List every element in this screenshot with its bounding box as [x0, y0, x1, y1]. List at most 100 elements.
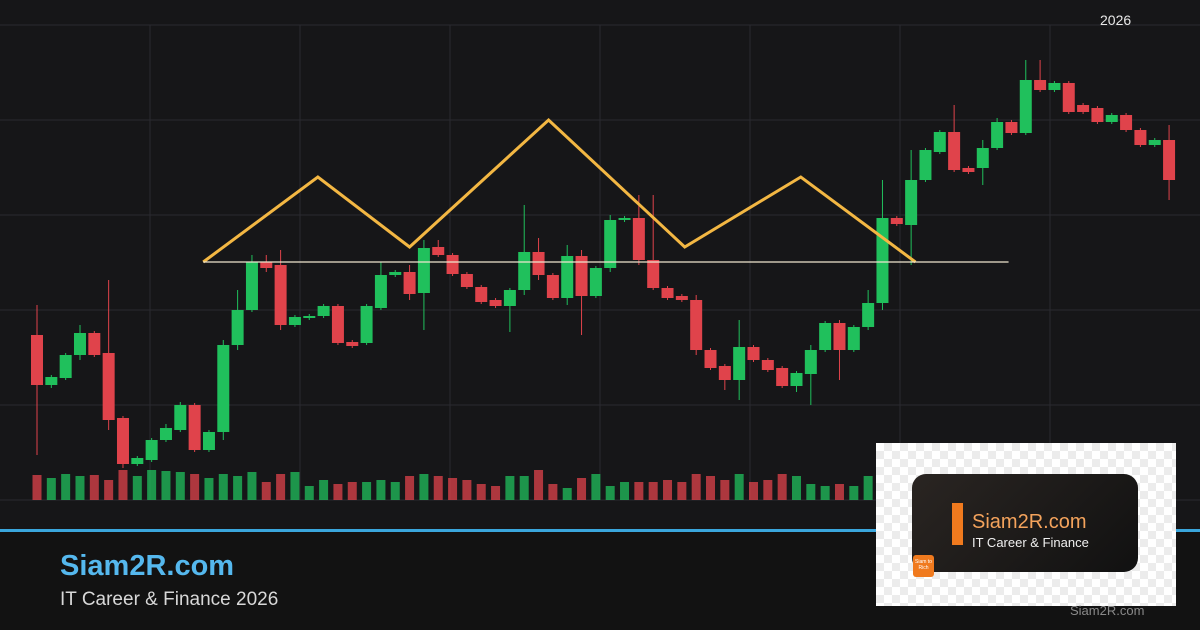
candle-body — [1120, 115, 1133, 130]
volume-bar — [820, 486, 830, 500]
volume-bar — [519, 476, 529, 500]
volume-bar — [362, 482, 372, 500]
candle-body — [546, 275, 559, 298]
volume-bar — [89, 475, 99, 500]
volume-bar — [663, 480, 673, 500]
candle-body — [288, 317, 301, 325]
brand-subtitle: IT Career & Finance 2026 — [60, 589, 279, 610]
volume-bar — [75, 476, 85, 500]
candle-body — [45, 377, 58, 385]
volume-bar — [147, 470, 157, 500]
candle-body — [575, 256, 588, 296]
volume-bar — [734, 474, 744, 500]
candle-body — [1062, 83, 1075, 112]
candle-body — [116, 418, 129, 464]
candle-body — [346, 342, 359, 346]
volume-bar — [505, 476, 515, 500]
volume-bar — [319, 480, 329, 500]
candle-body — [647, 260, 660, 288]
candle-body — [73, 333, 86, 355]
logo-badge: Siam to Rich — [913, 555, 934, 577]
candle-body — [1019, 80, 1032, 133]
candle-body — [518, 252, 531, 290]
brand-title: Siam2R.com — [60, 550, 235, 582]
volume-bar — [104, 480, 114, 500]
candle-body — [303, 316, 316, 318]
volume-bar — [491, 486, 501, 500]
volume-bar — [476, 484, 486, 500]
candle-body — [475, 287, 488, 302]
volume-bar — [290, 472, 300, 500]
candle-body — [1105, 115, 1118, 122]
candle-body — [733, 347, 746, 380]
volume-bar — [749, 482, 758, 500]
volume-bar — [548, 484, 558, 500]
volume-bar — [261, 482, 271, 500]
volume-bar — [763, 480, 773, 500]
logo-title: Siam2R.com — [972, 511, 1087, 533]
candle-body — [847, 327, 860, 350]
volume-bar — [118, 470, 128, 500]
volume-bar — [46, 478, 56, 500]
divider — [0, 529, 1200, 532]
volume-bar — [691, 474, 701, 500]
candle-body — [962, 168, 975, 172]
candle-body — [776, 368, 789, 386]
volume-bar — [863, 476, 873, 500]
volume-bar — [161, 471, 171, 500]
volume-bar — [304, 486, 314, 500]
volume-bar — [448, 478, 458, 500]
candle-body — [174, 405, 187, 430]
candle-body — [618, 218, 631, 220]
pattern-line — [202, 117, 917, 264]
candle-body — [374, 275, 387, 308]
volume-bar — [706, 476, 716, 500]
candle-body — [88, 333, 101, 355]
candle-body — [260, 262, 273, 268]
volume-bar — [605, 486, 615, 500]
candle-body — [217, 345, 230, 432]
candle-body — [675, 296, 688, 300]
year-label: 2026 — [1100, 12, 1132, 28]
volume-bar — [204, 478, 214, 500]
candle-body — [1077, 105, 1090, 112]
candle-body — [976, 148, 989, 168]
volume-bar — [620, 482, 630, 500]
candle-body — [503, 290, 516, 306]
candle-body — [403, 272, 416, 294]
candle-body — [991, 122, 1004, 148]
candle-body — [131, 458, 144, 464]
volume-bar — [648, 482, 658, 500]
candle-body — [1005, 122, 1018, 133]
logo-card: Siam2R.com IT Career & Finance Siam to R… — [912, 474, 1138, 577]
candle-body — [790, 373, 803, 386]
candle-body — [876, 218, 889, 303]
candle-body — [661, 288, 674, 298]
candle-body — [704, 350, 717, 368]
candle-body — [159, 428, 172, 440]
candle-body — [747, 347, 760, 360]
volume-bar — [562, 488, 572, 500]
candle-body — [905, 180, 918, 225]
volume-bar — [218, 474, 228, 500]
candle-body — [145, 440, 158, 460]
candle-body — [632, 218, 645, 260]
candle-body — [1091, 108, 1104, 122]
candle-body — [1148, 140, 1161, 145]
candle-body — [833, 323, 846, 350]
watermark: Siam2R.com — [1070, 603, 1145, 618]
candle-body — [1034, 80, 1047, 90]
volume-bar — [577, 478, 587, 500]
candle-body — [561, 256, 574, 298]
candle-body — [31, 335, 43, 385]
volume-bar — [247, 472, 257, 500]
candle-body — [59, 355, 72, 378]
candle-body — [245, 262, 258, 310]
volume-bar — [834, 484, 844, 500]
candle-body — [489, 300, 502, 306]
candle-body — [890, 218, 903, 224]
volume-bar — [534, 470, 544, 500]
volume-bar — [433, 476, 443, 500]
candle-body — [417, 248, 430, 293]
